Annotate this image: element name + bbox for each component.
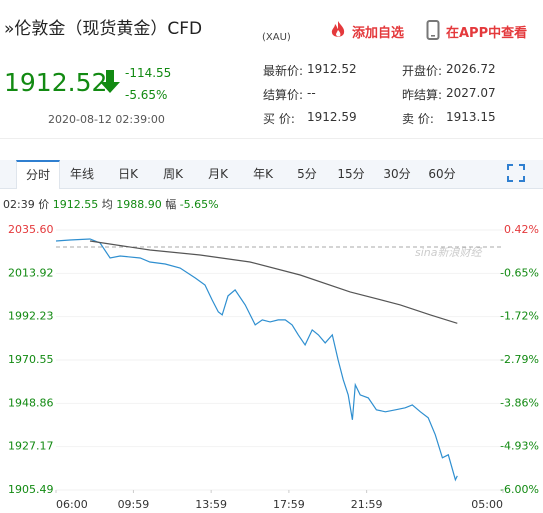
x-tick-label: 17:59 xyxy=(273,498,305,511)
info-value: 1912.52 xyxy=(307,62,357,76)
tab-bar: 分时 年线 日K 周K 月K 年K 5分 15分 30分 60分 xyxy=(0,160,543,189)
watermark: sina新浪财经 xyxy=(415,246,482,259)
tab[interactable]: 分时 xyxy=(16,160,60,189)
y-tick-label: 1970.55 xyxy=(8,353,54,366)
info-value: -- xyxy=(307,86,316,100)
x-tick-label: 05:00 xyxy=(471,498,503,511)
info-value: 2026.72 xyxy=(446,62,496,76)
y-tick-label: 2013.92 xyxy=(8,266,54,279)
tab[interactable]: 年K xyxy=(253,167,273,181)
tab[interactable]: 年线 xyxy=(69,167,94,181)
y2-tick-label: -1.72% xyxy=(500,310,539,323)
tab[interactable]: 月K xyxy=(208,167,228,181)
series-line xyxy=(55,238,458,482)
series-line xyxy=(89,240,458,324)
status-avg-label: 均 xyxy=(101,198,113,211)
y-tick-label: 1992.23 xyxy=(8,310,54,323)
info-label: 昨结算: xyxy=(402,88,443,102)
info-label: 最新价: xyxy=(263,64,304,78)
status-time: 02:39 xyxy=(3,198,35,211)
x-tick-label: 09:59 xyxy=(118,498,150,511)
code: (XAU) xyxy=(262,32,291,43)
y2-tick-label: -0.65% xyxy=(500,266,539,279)
info-label: 开盘价: xyxy=(402,64,443,78)
flame-icon xyxy=(331,21,345,37)
phone-icon xyxy=(426,20,440,40)
status-avg: 1988.90 xyxy=(116,198,162,211)
y-tick-label: 1948.86 xyxy=(8,396,54,409)
status-price-label: 价 xyxy=(38,198,50,211)
tab[interactable]: 日K xyxy=(118,167,138,181)
info-value: 1913.15 xyxy=(446,110,496,124)
divider xyxy=(0,138,543,139)
price: 1912.52 xyxy=(4,68,108,97)
y-tick-label: 1927.17 xyxy=(8,440,54,453)
tab[interactable]: 15分 xyxy=(337,167,365,181)
tab[interactable]: 5分 xyxy=(297,167,317,181)
quote-time: 2020-08-12 02:39:00 xyxy=(48,113,165,126)
x-tick-label: 06:00 xyxy=(56,498,88,511)
x-tick-label: 21:59 xyxy=(351,498,383,511)
down-arrow xyxy=(100,70,120,93)
title: »伦敦金（现货黄金）CFD xyxy=(4,19,203,39)
info-value: 1912.59 xyxy=(307,110,357,124)
y2-tick-label: -3.86% xyxy=(500,396,539,409)
change: -114.55 xyxy=(125,66,172,80)
info-value: 2027.07 xyxy=(446,86,496,100)
x-tick-label: 13:59 xyxy=(195,498,227,511)
info-label: 结算价: xyxy=(263,88,304,102)
info-label: 买 价: xyxy=(263,112,295,126)
change-pct: -5.65% xyxy=(125,88,168,102)
y2-tick-label: -4.93% xyxy=(500,440,539,453)
y-tick-label: 2035.60 xyxy=(8,223,54,236)
add-watchlist[interactable]: 添加自选 xyxy=(352,26,405,41)
y2-tick-label: -2.79% xyxy=(500,353,539,366)
tab[interactable]: 30分 xyxy=(383,167,411,181)
status-range-label: 幅 xyxy=(165,198,177,211)
y2-tick-label: -6.00% xyxy=(500,483,539,496)
y-tick-label: 1905.49 xyxy=(8,483,54,496)
info-label: 卖 价: xyxy=(402,112,434,126)
fullscreen-icon[interactable] xyxy=(507,164,525,182)
y2-tick-label: 0.42% xyxy=(504,223,539,236)
status-line: 02:39 价 1912.55 均 1988.90 幅 -5.65% xyxy=(3,196,219,212)
tab[interactable]: 周K xyxy=(163,167,183,181)
tab[interactable]: 60分 xyxy=(428,167,456,181)
status-range: -5.65% xyxy=(179,198,219,211)
status-price: 1912.55 xyxy=(52,198,99,211)
view-in-app[interactable]: 在APP中查看 xyxy=(446,26,528,41)
